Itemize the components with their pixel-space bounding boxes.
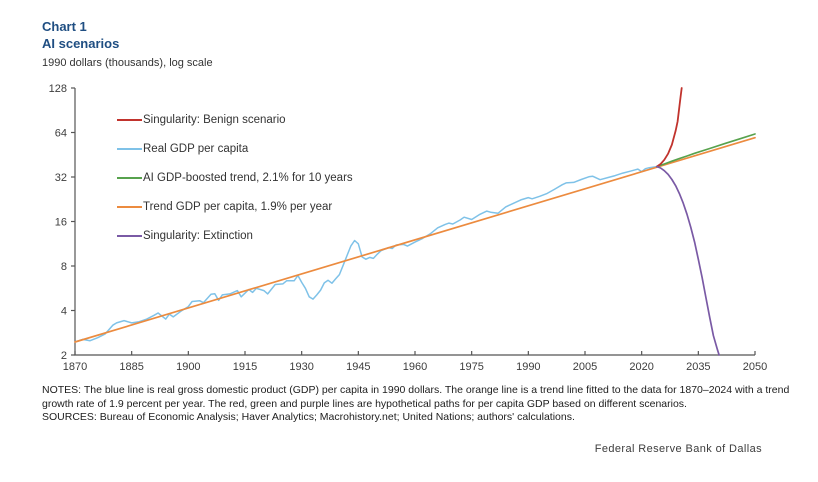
series-line-benign bbox=[655, 87, 683, 168]
series-line-trend bbox=[74, 136, 756, 343]
y-axis-tick-label: 2 bbox=[61, 350, 67, 362]
series-line-ai_trend bbox=[655, 133, 756, 168]
legend-item-ai-trend: AI GDP-boosted trend, 2.1% for 10 years bbox=[117, 163, 353, 192]
legend-item-real-gdp: Real GDP per capita bbox=[117, 134, 353, 163]
y-axis-tick-label: 128 bbox=[49, 83, 67, 95]
legend-item-extinction: Singularity: Extinction bbox=[117, 221, 353, 250]
chart-legend: Singularity: Benign scenario Real GDP pe… bbox=[117, 105, 353, 250]
extinction-line-swatch bbox=[117, 234, 142, 237]
legend-item-trend: Trend GDP per capita, 1.9% per year bbox=[117, 192, 353, 221]
legend-label: AI GDP-boosted trend, 2.1% for 10 years bbox=[143, 171, 353, 184]
legend-label: Singularity: Extinction bbox=[143, 229, 253, 242]
legend-item-benign: Singularity: Benign scenario bbox=[117, 105, 353, 134]
x-axis-tick-label: 1930 bbox=[289, 361, 313, 373]
x-axis-tick-label: 1870 bbox=[63, 361, 87, 373]
x-axis-tick-label: 2035 bbox=[686, 361, 710, 373]
legend-label: Real GDP per capita bbox=[143, 142, 249, 155]
ai-trend-line-swatch bbox=[117, 176, 142, 179]
y-axis-tick-label: 8 bbox=[61, 261, 67, 273]
page-title: AI scenarios bbox=[42, 36, 120, 51]
real-gdp-line-swatch bbox=[117, 147, 142, 150]
chart-notes: NOTES: The blue line is real gross domes… bbox=[42, 384, 797, 425]
x-axis-tick-label: 1945 bbox=[346, 361, 370, 373]
x-axis-tick-label: 1990 bbox=[516, 361, 540, 373]
benign-line-swatch bbox=[117, 118, 142, 121]
legend-label: Trend GDP per capita, 1.9% per year bbox=[143, 200, 333, 213]
y-axis-tick-label: 32 bbox=[55, 172, 67, 184]
axis-units-subtitle: 1990 dollars (thousands), log scale bbox=[42, 57, 213, 69]
x-axis-tick-label: 1900 bbox=[176, 361, 200, 373]
trend-line-swatch bbox=[117, 205, 142, 208]
x-axis-tick-label: 1975 bbox=[459, 361, 483, 373]
x-axis-tick-label: 2050 bbox=[743, 361, 767, 373]
x-axis-tick-label: 2020 bbox=[629, 361, 653, 373]
chart-number-label: Chart 1 bbox=[42, 19, 87, 34]
y-axis-tick-label: 64 bbox=[55, 128, 67, 140]
notes-text: NOTES: The blue line is real gross domes… bbox=[42, 384, 790, 410]
y-axis-tick-label: 4 bbox=[61, 306, 67, 318]
series-line-extinction bbox=[655, 165, 720, 356]
series-line-gdp bbox=[74, 165, 658, 343]
legend-label: Singularity: Benign scenario bbox=[143, 113, 286, 126]
x-axis-tick-label: 1960 bbox=[403, 361, 427, 373]
y-axis-tick-label: 16 bbox=[55, 217, 67, 229]
x-axis-tick-label: 1885 bbox=[119, 361, 143, 373]
x-axis-tick-label: 1915 bbox=[233, 361, 257, 373]
sources-text: SOURCES: Bureau of Economic Analysis; Ha… bbox=[42, 411, 575, 423]
x-axis-tick-label: 2005 bbox=[573, 361, 597, 373]
bank-attribution: Federal Reserve Bank of Dallas bbox=[594, 443, 762, 455]
